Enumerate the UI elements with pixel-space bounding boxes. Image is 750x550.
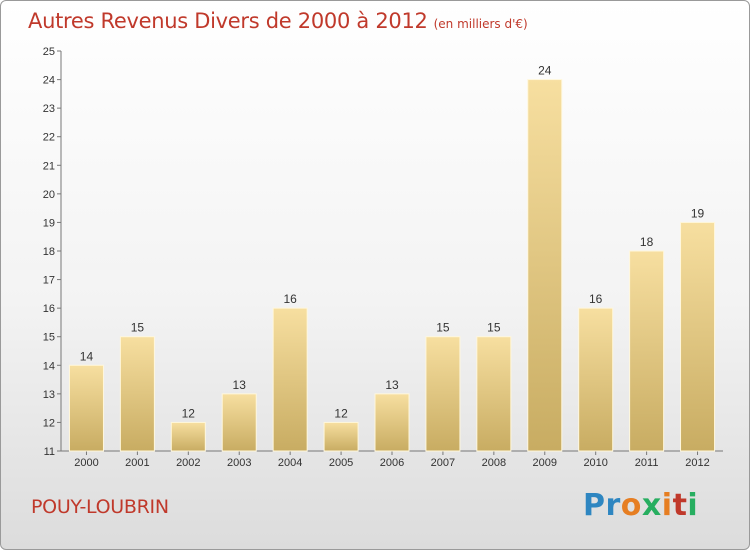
bar xyxy=(476,336,512,452)
bar xyxy=(374,393,410,452)
bar xyxy=(272,307,308,452)
bar xyxy=(119,336,155,452)
logo-letter: i xyxy=(687,488,699,523)
chart-title-text: Autres Revenus Divers de 2000 à 2012 xyxy=(28,9,428,33)
bar-value-label: 18 xyxy=(640,235,654,249)
bar-value-label: 15 xyxy=(487,321,501,335)
bar xyxy=(629,250,665,452)
logo-letter: r xyxy=(605,488,621,523)
bar-value-label: 13 xyxy=(233,378,247,392)
logo-letter: t xyxy=(672,488,688,523)
bar-value-label: 24 xyxy=(538,64,552,78)
x-tick-label: 2005 xyxy=(329,457,353,469)
bar-value-label: 12 xyxy=(182,406,196,420)
y-tick-label: 15 xyxy=(43,332,55,344)
y-tick-label: 18 xyxy=(43,246,55,258)
x-tick-label: 2010 xyxy=(583,457,607,469)
logo-letter: o xyxy=(620,488,642,523)
x-tick-label: 2011 xyxy=(635,457,659,469)
y-tick-label: 23 xyxy=(43,103,55,115)
bar xyxy=(221,393,257,452)
x-tick-label: 2006 xyxy=(380,457,404,469)
y-tick-label: 21 xyxy=(43,160,55,172)
bar-value-label: 14 xyxy=(80,349,94,363)
bar-value-label: 19 xyxy=(691,206,705,220)
y-tick-label: 16 xyxy=(43,303,55,315)
chart-unit: (en milliers d'€) xyxy=(433,17,528,31)
y-tick-label: 13 xyxy=(43,389,55,401)
bar xyxy=(68,364,104,452)
y-tick-label: 14 xyxy=(43,360,55,372)
x-tick-label: 2003 xyxy=(227,457,251,469)
y-tick-label: 20 xyxy=(43,189,55,201)
bar-value-label: 16 xyxy=(283,292,297,306)
bar-value-label: 13 xyxy=(385,378,399,392)
y-tick-label: 24 xyxy=(43,75,55,87)
bar-value-label: 12 xyxy=(334,406,348,420)
x-tick-label: 2012 xyxy=(685,457,709,469)
commune-name: POUY-LOUBRIN xyxy=(31,496,169,518)
y-tick-label: 25 xyxy=(43,46,55,58)
x-tick-label: 2004 xyxy=(278,457,302,469)
bar xyxy=(527,79,563,452)
bar xyxy=(680,221,716,452)
chart-title: Autres Revenus Divers de 2000 à 2012 (en … xyxy=(28,9,528,33)
y-tick-label: 12 xyxy=(43,417,55,429)
logo-letter: i xyxy=(661,488,673,523)
x-tick-label: 2000 xyxy=(74,457,98,469)
y-tick-label: 22 xyxy=(43,132,55,144)
labels: 2000 14 2001 15 2002 12 2003 13 2004 16 2005 12 2006… xyxy=(74,64,710,469)
x-tick-label: 2001 xyxy=(125,457,149,469)
bar xyxy=(323,421,359,452)
bar xyxy=(170,421,206,452)
bars xyxy=(68,79,716,452)
x-tick-label: 2009 xyxy=(533,457,557,469)
proxiti-logo[interactable]: Proxiti xyxy=(583,488,698,523)
bar xyxy=(425,336,461,452)
x-tick-label: 2008 xyxy=(482,457,506,469)
logo-letter: x xyxy=(641,488,662,523)
logo-letter: P xyxy=(583,488,606,523)
y-tick-label: 11 xyxy=(44,446,55,458)
bar xyxy=(578,307,614,452)
y-tick-label: 17 xyxy=(43,275,55,287)
y-tick-label: 19 xyxy=(43,217,55,229)
bar-value-label: 16 xyxy=(589,292,603,306)
bar-value-label: 15 xyxy=(131,321,145,335)
x-tick-label: 2007 xyxy=(431,457,455,469)
x-tick-label: 2002 xyxy=(176,457,200,469)
bar-value-label: 15 xyxy=(436,321,450,335)
